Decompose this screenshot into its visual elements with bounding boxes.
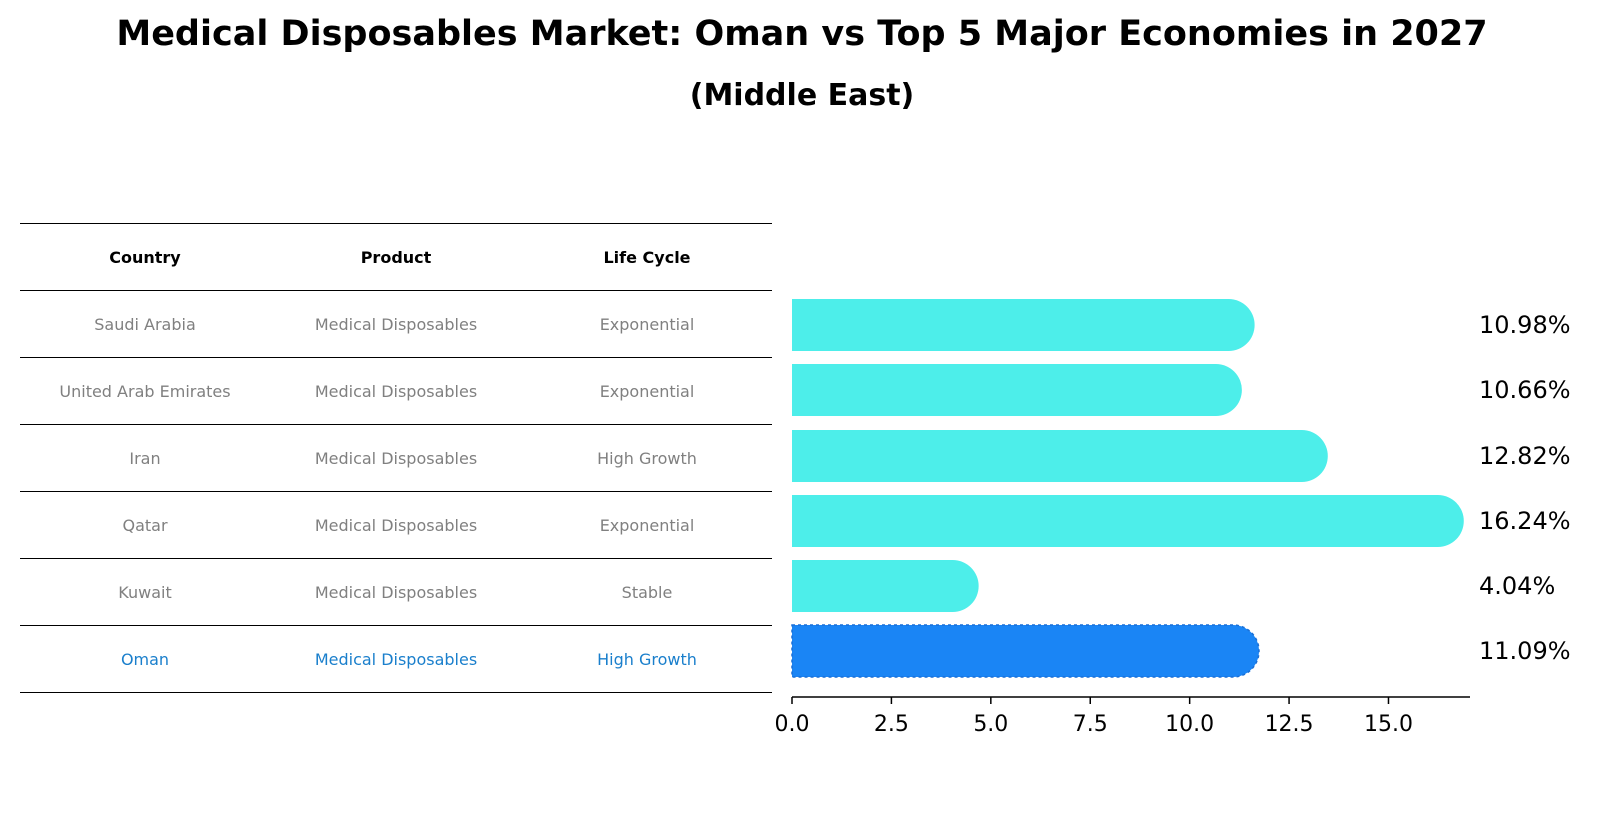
bar-oman (791, 624, 1260, 678)
header-country: Country (109, 247, 181, 267)
cell-country: United Arab Emirates (59, 381, 231, 401)
table-row: Saudi Arabia Medical Disposables Exponen… (20, 291, 772, 358)
cell-country: Kuwait (118, 582, 172, 602)
x-tick-label: 0.0 (775, 712, 810, 737)
cell-product: Medical Disposables (314, 649, 478, 669)
table-row: Iran Medical Disposables High Growth (20, 425, 772, 492)
bar-kuwait (792, 560, 979, 612)
cell-product: Medical Disposables (314, 448, 478, 468)
header-product: Product (360, 247, 432, 267)
cell-country: Saudi Arabia (94, 314, 196, 334)
bar-value-label: 10.98% (1479, 311, 1571, 339)
cell-country: Qatar (122, 515, 168, 535)
x-tick-label: 15.0 (1364, 712, 1413, 737)
table-row: Kuwait Medical Disposables Stable (20, 559, 772, 626)
table-row-highlighted: Oman Medical Disposables High Growth (20, 626, 772, 693)
cell-life-cycle: Stable (621, 582, 673, 602)
bar-iran (792, 430, 1328, 482)
cell-product: Medical Disposables (314, 381, 478, 401)
bar-united-arab-emirates (792, 364, 1242, 416)
country-table: Country Product Life Cycle Saudi Arabia … (20, 223, 772, 693)
bar-value-label: 16.24% (1479, 507, 1571, 535)
cell-product: Medical Disposables (314, 314, 478, 334)
x-tick-label: 10.0 (1165, 712, 1214, 737)
table-header-row: Country Product Life Cycle (20, 223, 772, 291)
cell-product: Medical Disposables (314, 582, 478, 602)
header-life-cycle: Life Cycle (603, 247, 691, 267)
bar-value-label: 10.66% (1479, 376, 1571, 404)
x-tick-label: 12.5 (1265, 712, 1314, 737)
bar-value-label: 4.04% (1479, 572, 1555, 600)
bar-value-label: 11.09% (1479, 637, 1571, 665)
chart-title: Medical Disposables Market: Oman vs Top … (116, 14, 1488, 54)
table-row: Qatar Medical Disposables Exponential (20, 492, 772, 559)
bar-value-label: 12.82% (1479, 442, 1571, 470)
cell-life-cycle: High Growth (597, 448, 697, 468)
cell-life-cycle: Exponential (599, 515, 695, 535)
bar-qatar (792, 495, 1464, 547)
chart-subtitle: (Middle East) (689, 78, 915, 113)
table-row: United Arab Emirates Medical Disposables… (20, 358, 772, 425)
x-tick-label: 2.5 (874, 712, 909, 737)
x-tick-label: 7.5 (1073, 712, 1108, 737)
x-tick-label: 5.0 (973, 712, 1008, 737)
bar-saudi-arabia (792, 299, 1255, 351)
cell-product: Medical Disposables (314, 515, 478, 535)
cell-country: Oman (120, 649, 170, 669)
cell-life-cycle: High Growth (597, 649, 697, 669)
cell-country: Iran (129, 448, 161, 468)
cell-life-cycle: Exponential (599, 314, 695, 334)
cell-life-cycle: Exponential (599, 381, 695, 401)
